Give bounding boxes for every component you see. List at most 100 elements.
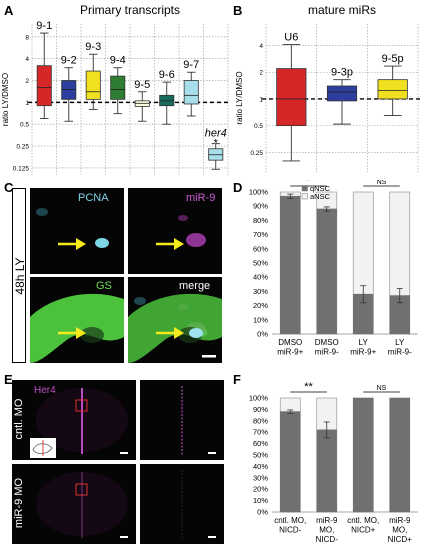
box-label: her4 [205,128,227,140]
significance-mark: * [214,138,219,150]
panel-label-a: A [4,3,14,18]
y-tick-label: 0.25 [250,150,263,157]
x-tick-label: DMSO [278,338,302,347]
y-tick-label: 1 [259,96,263,103]
legend-swatch [301,193,308,200]
arrow-head [174,238,184,250]
channel-label-merge: merge [179,280,211,292]
chart-title: mature miRs [308,3,376,17]
box-label: 9-6 [159,69,175,81]
significance-label: ** [304,381,313,393]
panel-label-d: D [233,180,243,195]
box [183,80,199,105]
brain-schematic-outline [32,443,53,454]
y-tick-label: 0.25 [16,144,29,151]
scale-bar [120,452,128,454]
significance-label: NS [377,385,387,392]
bar-segment-aNSC [352,191,374,295]
y-tick-label: 30% [253,287,268,296]
bar-segment-qNSC [279,195,301,335]
x-tick-label: cntl. MO, [347,516,379,525]
y-tick-label: 100% [249,394,269,403]
bar-segment-qNSC [316,429,338,513]
scale-bar [120,536,128,538]
x-tick-label: MO, [392,526,407,535]
y-tick-label: 80% [253,416,268,425]
zoom-region-box [75,483,88,496]
side-label: 48h LY [13,257,27,295]
x-tick-label: LY [359,338,369,347]
boxplot-mature-mirs: mature miRs ratio LY/DMSO 4 2 1 0.5 0.25 U6 9-3p… [235,3,420,172]
y-tick-label: 30% [253,473,268,482]
chart-title: Primary transcripts [80,3,180,17]
panel-label-c: C [4,180,14,195]
y-tick-label: 20% [253,485,268,494]
y-tick-label: 60% [253,439,268,448]
gs-void [80,327,104,343]
box [276,68,307,127]
bar-segment-qNSC [389,397,411,513]
merge-nucleus [189,328,203,338]
y-tick-label: 80% [253,216,268,225]
arrow-head [76,238,86,250]
y-tick-label: 0.5 [20,122,29,129]
brain-zoom-image [140,380,224,460]
bar-segment-qNSC [279,411,301,513]
arrow-head [174,327,184,339]
legend-label: qNSC [310,184,331,193]
y-tick-label: 50% [253,451,268,460]
significance-label: NS [377,180,387,186]
scale-bar [208,536,216,538]
box [110,75,126,100]
significance-label: * [306,180,311,187]
channel-label-gs: GS [96,280,112,292]
x-tick-label: MO, [319,526,334,535]
y-tick-label: 4 [259,43,263,50]
arrow-head [76,327,86,339]
mir9-signal [186,233,206,247]
stacked-bar-d: 100%90%80%70%60%50%40%30%20%10%0%DMSOmiR… [249,180,418,357]
legend-swatch [301,185,308,192]
box-label: 9-5 [134,79,150,91]
y-tick-label: 90% [253,202,268,211]
cell-signal [134,297,146,305]
x-tick-label: NICD- [316,535,339,544]
pcna-image [30,188,124,274]
box [85,70,101,100]
x-tick-label: NICD+ [351,526,376,535]
boxplot-primary-transcripts: Primary transcripts ratio LY/DMSO 8 4 2 1 0.5 0… [1,3,230,175]
box-label: 9-7 [183,59,199,71]
y-tick-label: 8 [25,34,29,41]
box [326,85,358,102]
row-label-cntl-mo: cntl. MO [12,380,26,460]
x-tick-label: miR-9 [316,516,338,525]
x-tick-label: miR-9+ [277,348,303,357]
box [36,65,52,107]
pcna-nucleus [95,238,109,248]
x-tick-label: LY [395,338,405,347]
y-tick-label: 2 [25,78,29,85]
y-tick-label: 50% [253,259,268,268]
channel-label-mir9: miR-9 [186,192,216,204]
x-tick-label: miR-9 [389,516,411,525]
y-tick-label: 20% [253,301,268,310]
y-tick-label: 90% [253,405,268,414]
x-tick-label: miR-9+ [350,348,376,357]
y-tick-label: 0.5 [254,123,263,130]
y-tick-label: 0.125 [13,165,30,172]
bar-segment-qNSC [316,208,338,335]
panel-label-f: F [233,372,241,387]
y-tick-label: 40% [253,462,268,471]
row-label-text: cntl. MO [13,398,25,440]
cell-signal [36,208,48,216]
bar-segment-qNSC [352,397,374,513]
y-tick-label: 1 [25,100,29,107]
box-label: 9-1 [36,20,52,32]
x-tick-label: miR-9- [315,348,339,357]
y-tick-label: 40% [253,273,268,282]
bar-segment-aNSC [389,191,411,296]
y-tick-label: 0% [257,508,268,517]
row-label-text: miR-9 MO [13,477,25,529]
x-tick-label: cntl. MO, [274,516,306,525]
box-label: 9-3 [85,41,101,53]
